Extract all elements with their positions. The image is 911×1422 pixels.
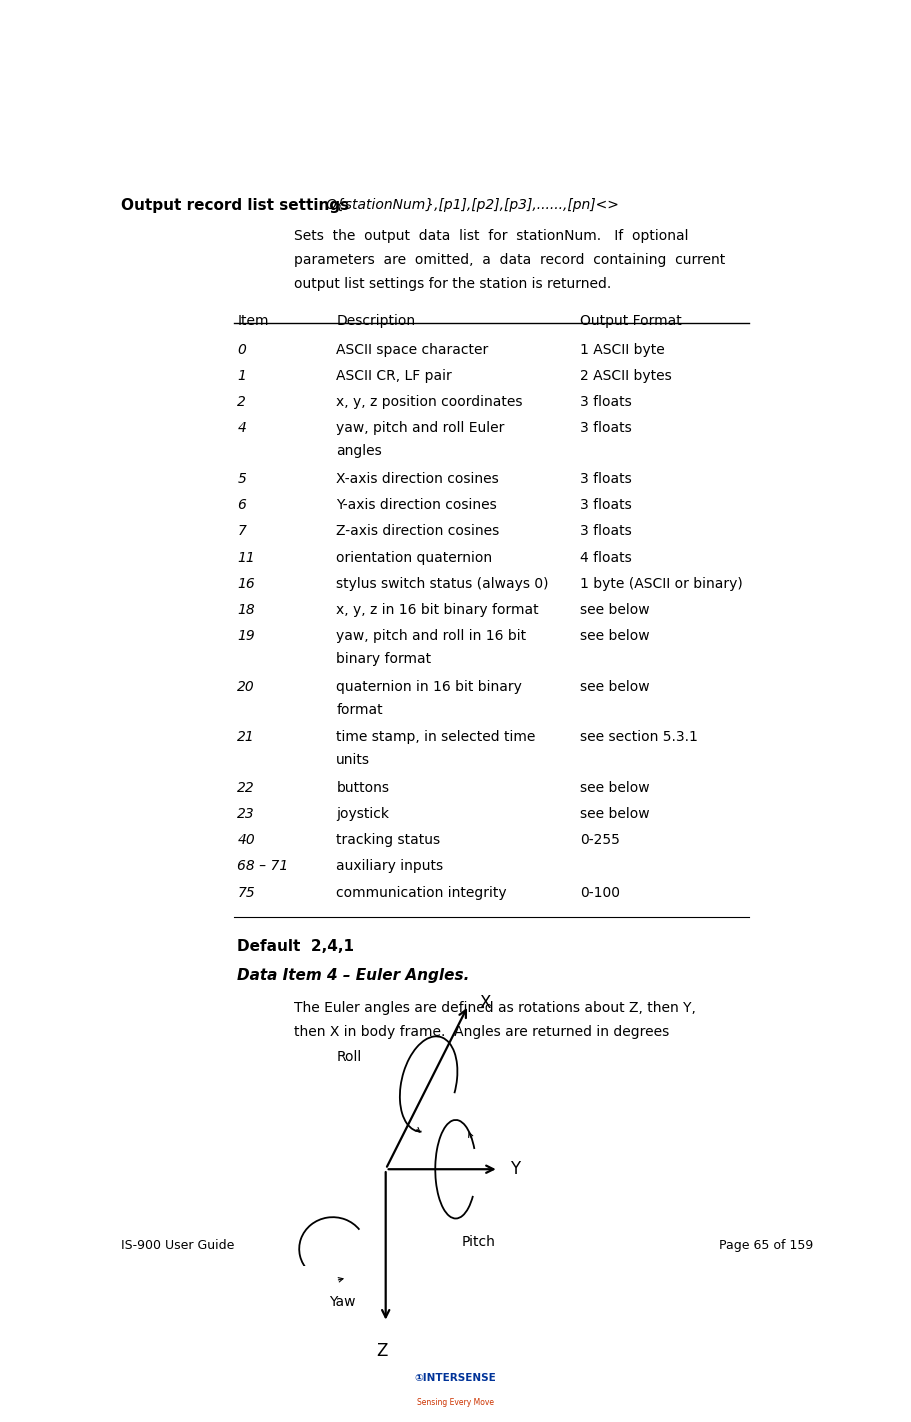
Text: ASCII CR, LF pair: ASCII CR, LF pair — [336, 368, 452, 383]
Text: Sensing Every Move: Sensing Every Move — [417, 1398, 494, 1408]
Text: 3 floats: 3 floats — [579, 395, 631, 410]
Text: x, y, z in 16 bit binary format: x, y, z in 16 bit binary format — [336, 603, 539, 617]
Text: then X in body frame.  Angles are returned in degrees: then X in body frame. Angles are returne… — [294, 1025, 670, 1038]
Text: X: X — [479, 994, 491, 1012]
Text: 23: 23 — [238, 806, 255, 820]
Text: see below: see below — [579, 603, 650, 617]
Text: quaternion in 16 bit binary: quaternion in 16 bit binary — [336, 680, 522, 694]
Text: 40: 40 — [238, 833, 255, 848]
Text: 2 ASCII bytes: 2 ASCII bytes — [579, 368, 671, 383]
Text: 3 floats: 3 floats — [579, 525, 631, 539]
Text: Output record list settings: Output record list settings — [121, 198, 349, 213]
Text: Default  2,4,1: Default 2,4,1 — [238, 940, 354, 954]
Text: parameters  are  omitted,  a  data  record  containing  current: parameters are omitted, a data record co… — [294, 253, 725, 267]
Text: 4: 4 — [238, 421, 246, 435]
Text: Data Item 4 – Euler Angles.: Data Item 4 – Euler Angles. — [238, 968, 470, 983]
Text: Yaw: Yaw — [329, 1295, 355, 1308]
Text: 1: 1 — [238, 368, 246, 383]
Text: joystick: joystick — [336, 806, 389, 820]
Text: 1 byte (ASCII or binary): 1 byte (ASCII or binary) — [579, 577, 742, 592]
Text: yaw, pitch and roll in 16 bit: yaw, pitch and roll in 16 bit — [336, 630, 527, 643]
Text: 1 ASCII byte: 1 ASCII byte — [579, 343, 665, 357]
Text: Z-axis direction cosines: Z-axis direction cosines — [336, 525, 499, 539]
Text: x, y, z position coordinates: x, y, z position coordinates — [336, 395, 523, 410]
Text: ①INTERSENSE: ①INTERSENSE — [415, 1374, 496, 1384]
Text: 21: 21 — [238, 729, 255, 744]
Text: 3 floats: 3 floats — [579, 472, 631, 486]
Text: auxiliary inputs: auxiliary inputs — [336, 859, 444, 873]
Text: 68 – 71: 68 – 71 — [238, 859, 289, 873]
Text: 3 floats: 3 floats — [579, 421, 631, 435]
Text: stylus switch status (always 0): stylus switch status (always 0) — [336, 577, 548, 592]
Text: Page 65 of 159: Page 65 of 159 — [719, 1240, 813, 1253]
Text: angles: angles — [336, 445, 382, 458]
Text: 20: 20 — [238, 680, 255, 694]
Text: Output Format: Output Format — [579, 314, 681, 328]
Text: see below: see below — [579, 680, 650, 694]
Text: see section 5.3.1: see section 5.3.1 — [579, 729, 698, 744]
Text: units: units — [336, 754, 370, 766]
Text: see below: see below — [579, 630, 650, 643]
Text: 4 floats: 4 floats — [579, 550, 631, 565]
Text: The Euler angles are defined as rotations about Z, then Y,: The Euler angles are defined as rotation… — [294, 1001, 696, 1015]
Text: communication integrity: communication integrity — [336, 886, 507, 900]
Text: time stamp, in selected time: time stamp, in selected time — [336, 729, 536, 744]
Text: Y: Y — [510, 1160, 520, 1179]
Text: 16: 16 — [238, 577, 255, 592]
Text: buttons: buttons — [336, 781, 389, 795]
Text: format: format — [336, 702, 383, 717]
Text: orientation quaternion: orientation quaternion — [336, 550, 493, 565]
Text: 19: 19 — [238, 630, 255, 643]
Text: 6: 6 — [238, 498, 246, 512]
Text: Description: Description — [336, 314, 415, 328]
Text: 3 floats: 3 floats — [579, 498, 631, 512]
Text: 0: 0 — [238, 343, 246, 357]
Text: 5: 5 — [238, 472, 246, 486]
Text: Z: Z — [376, 1342, 388, 1361]
Text: see below: see below — [579, 806, 650, 820]
Text: 22: 22 — [238, 781, 255, 795]
Text: Roll: Roll — [337, 1049, 362, 1064]
Text: yaw, pitch and roll Euler: yaw, pitch and roll Euler — [336, 421, 505, 435]
Text: 11: 11 — [238, 550, 255, 565]
Text: see below: see below — [579, 781, 650, 795]
Text: O{stationNum},[p1],[p2],[p3],......,[pn]<>: O{stationNum},[p1],[p2],[p3],......,[pn]… — [326, 198, 619, 212]
Text: 75: 75 — [238, 886, 255, 900]
Text: Item: Item — [238, 314, 269, 328]
Text: 2: 2 — [238, 395, 246, 410]
Text: 0-100: 0-100 — [579, 886, 619, 900]
Text: tracking status: tracking status — [336, 833, 440, 848]
Text: Sets  the  output  data  list  for  stationNum.   If  optional: Sets the output data list for stationNum… — [294, 229, 689, 243]
Text: Pitch: Pitch — [461, 1234, 496, 1249]
Text: 18: 18 — [238, 603, 255, 617]
Text: binary format: binary format — [336, 653, 432, 667]
Text: X-axis direction cosines: X-axis direction cosines — [336, 472, 499, 486]
Text: 7: 7 — [238, 525, 246, 539]
Text: ASCII space character: ASCII space character — [336, 343, 488, 357]
Text: 0-255: 0-255 — [579, 833, 619, 848]
Text: Y-axis direction cosines: Y-axis direction cosines — [336, 498, 497, 512]
Text: output list settings for the station is returned.: output list settings for the station is … — [294, 277, 611, 292]
Text: IS-900 User Guide: IS-900 User Guide — [121, 1240, 234, 1253]
